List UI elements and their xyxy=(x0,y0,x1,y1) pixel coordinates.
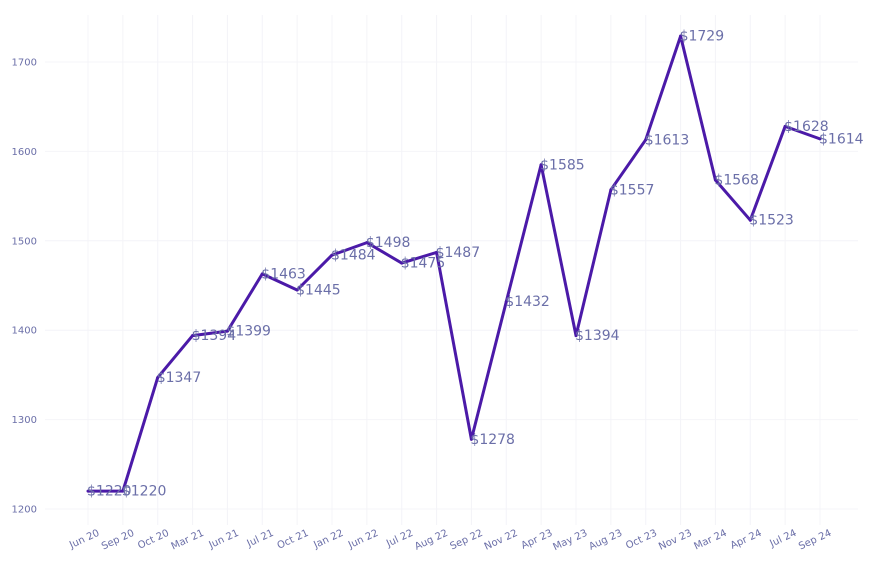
data-label: $1487 xyxy=(436,245,481,261)
data-label: $1347 xyxy=(157,370,202,386)
x-tick-label: Apr 24 xyxy=(729,528,764,552)
data-label: $1557 xyxy=(610,182,655,198)
data-label: $1394 xyxy=(192,328,237,344)
x-tick-label: Nov 23 xyxy=(657,528,694,553)
x-tick-label: Jul 24 xyxy=(768,528,799,550)
data-point xyxy=(330,253,334,257)
y-tick-label: 1300 xyxy=(12,415,37,426)
data-label: $1463 xyxy=(261,266,306,282)
data-label: $1278 xyxy=(470,432,515,448)
data-label: $1729 xyxy=(680,29,725,45)
data-point xyxy=(156,376,160,380)
data-point xyxy=(469,437,473,441)
y-tick-label: 1700 xyxy=(12,58,37,69)
data-point xyxy=(191,334,195,338)
data-label: $1220 xyxy=(87,484,132,500)
x-tick-label: Apr 23 xyxy=(520,528,555,552)
x-tick-label: Nov 22 xyxy=(483,528,520,553)
data-point xyxy=(260,272,264,276)
data-point xyxy=(225,329,229,333)
x-tick-label: Jun 22 xyxy=(346,528,380,552)
y-axis: 1200 1300 1400 1500 1600 1700 xyxy=(12,58,37,516)
y-tick-label: 1500 xyxy=(12,236,37,247)
data-labels: $1220$1220$1347$1394$1399$1463$1445$1484… xyxy=(87,29,864,500)
x-tick-label: Jun 21 xyxy=(207,528,241,552)
data-label: $1399 xyxy=(226,324,271,340)
x-tick-label: Jan 22 xyxy=(311,528,345,552)
x-tick-label: Sep 22 xyxy=(449,528,485,553)
grid xyxy=(45,15,858,525)
x-tick-label: May 23 xyxy=(551,528,589,553)
x-tick-label: Mar 21 xyxy=(170,528,206,553)
y-tick-label: 1600 xyxy=(12,147,37,158)
data-label: $1628 xyxy=(784,119,829,135)
data-label: $1445 xyxy=(296,282,341,298)
data-point xyxy=(435,250,439,254)
data-point xyxy=(574,334,578,338)
x-tick-label: Sep 24 xyxy=(797,528,833,553)
data-label: $1614 xyxy=(819,131,864,147)
x-tick-label: Oct 21 xyxy=(276,528,311,552)
data-point xyxy=(400,261,404,265)
data-label: $1475 xyxy=(401,256,446,272)
y-tick-label: 1400 xyxy=(12,326,37,337)
data-point xyxy=(713,178,717,182)
x-tick-label: Jul 22 xyxy=(384,528,415,550)
data-point xyxy=(365,241,369,245)
data-label: $1220 xyxy=(122,484,167,500)
data-point xyxy=(644,138,648,142)
data-points xyxy=(86,34,822,493)
data-label: $1585 xyxy=(540,157,585,173)
y-tick-label: 1200 xyxy=(12,505,37,516)
data-label: $1523 xyxy=(749,213,794,229)
data-label: $1432 xyxy=(505,294,550,310)
data-point xyxy=(609,188,613,192)
data-point xyxy=(504,300,508,304)
data-label: $1568 xyxy=(714,173,759,189)
data-label: $1484 xyxy=(331,248,376,264)
data-label: $1613 xyxy=(645,132,690,148)
x-tick-label: Sep 20 xyxy=(100,528,136,553)
series-line xyxy=(88,34,821,493)
data-point xyxy=(679,34,683,38)
data-point xyxy=(748,218,752,222)
data-point xyxy=(818,137,822,141)
x-tick-label: Jul 21 xyxy=(245,528,276,550)
data-point xyxy=(783,124,787,128)
x-tick-label: Jun 20 xyxy=(67,528,101,552)
x-tick-label: Oct 20 xyxy=(136,528,171,552)
data-point xyxy=(295,288,299,292)
data-label: $1498 xyxy=(366,235,411,251)
data-label: $1394 xyxy=(575,328,620,344)
x-tick-label: Oct 23 xyxy=(624,528,659,552)
x-tick-label: Mar 24 xyxy=(693,528,729,553)
data-point xyxy=(539,163,543,167)
data-point xyxy=(86,489,90,493)
data-point xyxy=(121,489,125,493)
x-tick-label: Aug 23 xyxy=(587,528,624,553)
x-tick-label: Aug 22 xyxy=(413,528,450,553)
